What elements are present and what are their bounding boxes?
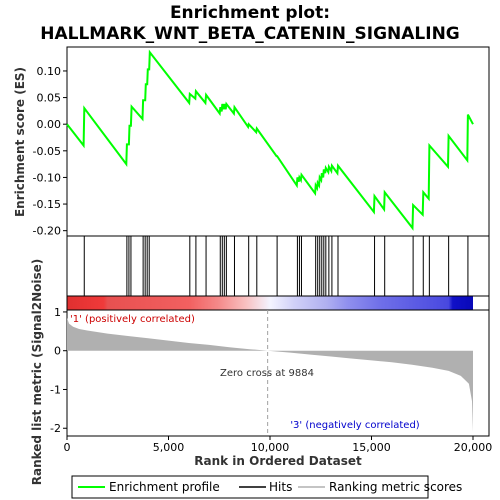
x-tick-label: 10,000: [251, 441, 290, 454]
chart-title-line-1: Enrichment plot:: [170, 3, 330, 23]
es-panel: [66, 46, 490, 237]
legend-hits-label: Hits: [269, 480, 292, 494]
x-tick-label: 0: [64, 441, 71, 454]
es-y-tick-label: -0.10: [33, 171, 61, 184]
legend-metric-label: Ranking metric scores: [329, 480, 462, 494]
hit-markers: [83, 236, 469, 296]
x-tick-label: 5,000: [153, 441, 185, 454]
ranking-metric-area: [67, 317, 473, 433]
metric-y-tick-label: -2: [50, 422, 61, 435]
es-y-ticks: 0.10 0.05 0.00 -0.05 -0.10 -0.15 -0.20: [33, 65, 67, 238]
x-axis-label: Rank in Ordered Dataset: [194, 454, 362, 468]
es-y-tick-label: -0.20: [33, 225, 61, 238]
x-tick-label: 20,000: [454, 441, 493, 454]
metric-y-tick-label: -1: [50, 383, 61, 396]
rank-color-bar: [67, 296, 473, 310]
hits-panel: [66, 235, 490, 297]
x-tick-label: 15,000: [352, 441, 391, 454]
metric-y-tick-label: 1: [54, 306, 61, 319]
enrichment-profile-line: [66, 49, 474, 231]
es-y-tick-label: -0.05: [33, 145, 61, 158]
x-axis-ticks: 0 5,000 10,000 15,000 20,000: [64, 436, 493, 454]
legend-enrichment-label: Enrichment profile: [109, 480, 220, 494]
zero-cross-label: Zero cross at 9884: [220, 368, 314, 379]
metric-y-ticks: 1 0 -1 -2: [50, 306, 67, 435]
negative-correlation-label: '3' (negatively correlated): [290, 420, 419, 431]
positive-correlation-label: '1' (positively correlated): [70, 314, 195, 325]
chart-title-line-2: HALLMARK_WNT_BETA_CATENIN_SIGNALING: [40, 24, 460, 44]
es-y-tick-label: -0.15: [33, 198, 61, 211]
metric-panel: [66, 309, 490, 437]
metric-y-tick-label: 0: [54, 345, 61, 358]
legend: Enrichment profile Hits Ranking metric s…: [71, 475, 462, 499]
es-y-tick-label: 0.05: [37, 92, 62, 105]
es-y-tick-label: 0.10: [37, 65, 62, 78]
es-y-tick-label: 0.00: [37, 118, 62, 131]
es-y-axis-label: Enrichment score (ES): [13, 67, 27, 217]
metric-y-axis-label: Ranked list metric (Signal2Noise): [30, 259, 44, 486]
